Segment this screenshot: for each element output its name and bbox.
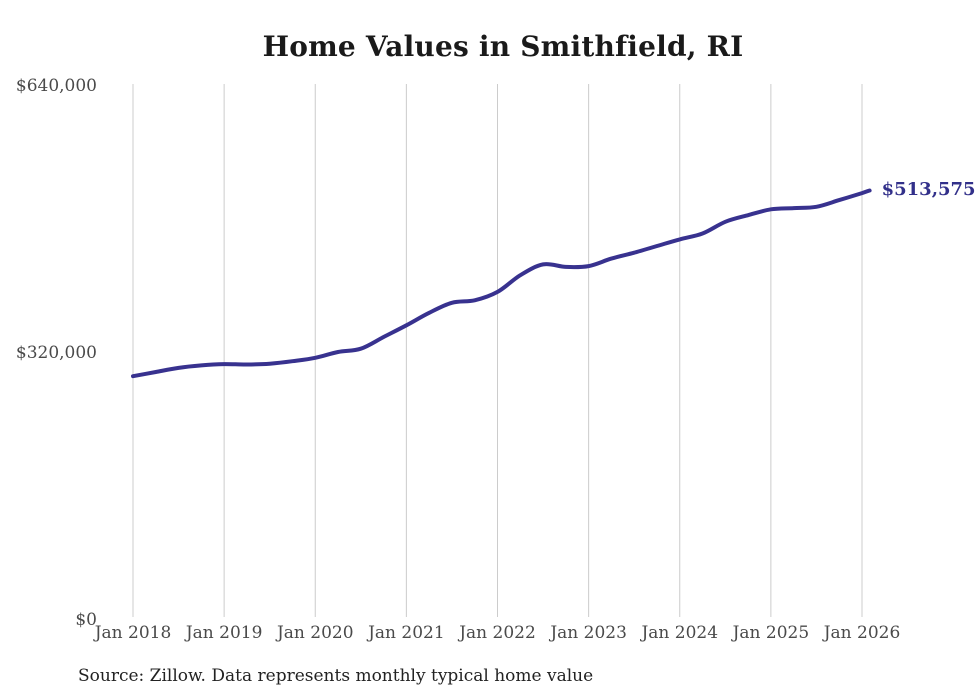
y-axis-tick-label: $0 <box>75 610 97 630</box>
x-axis-tick-label: Jan 2025 <box>732 623 810 643</box>
x-axis-tick-label: Jan 2026 <box>823 623 901 643</box>
x-axis-tick-label: Jan 2024 <box>641 623 719 643</box>
x-axis-tick-label: Jan 2022 <box>459 623 536 643</box>
x-axis-tick-label: Jan 2023 <box>550 623 627 643</box>
x-axis-tick-label: Jan 2019 <box>185 623 263 643</box>
y-axis-tick-label: $640,000 <box>15 76 97 96</box>
chart-title: Home Values in Smithfield, RI <box>262 30 744 63</box>
x-axis-tick-label: Jan 2020 <box>276 623 354 643</box>
y-axis-tick-label: $320,000 <box>15 343 97 363</box>
x-axis-tick-label: Jan 2021 <box>368 623 445 643</box>
x-axis-tick-label: Jan 2018 <box>94 623 172 643</box>
latest-value-label: $513,575 <box>881 179 976 201</box>
series-line <box>131 188 872 379</box>
source-note: Source: Zillow. Data represents monthly … <box>78 666 594 686</box>
